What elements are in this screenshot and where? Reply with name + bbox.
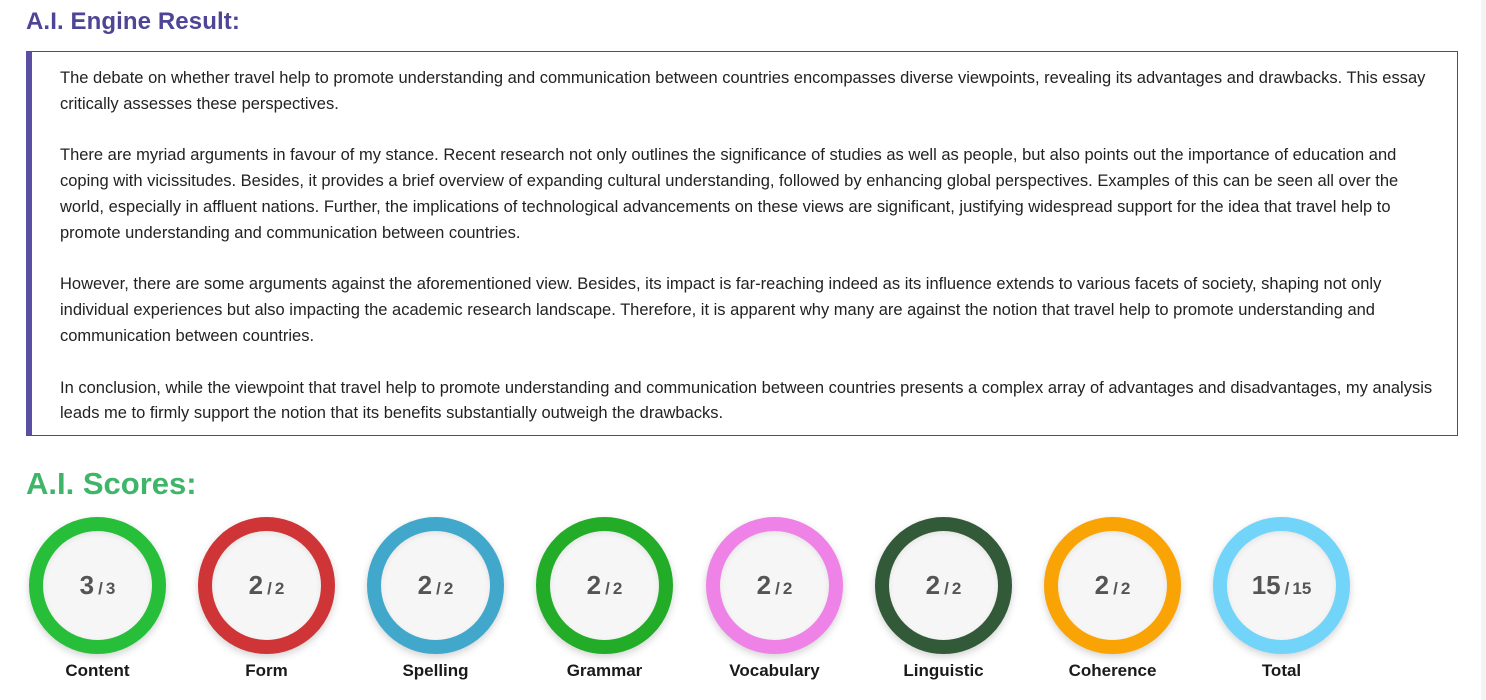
score-max: 3 [105, 578, 116, 598]
score-max: 2 [951, 578, 962, 598]
score-max: 2 [612, 578, 623, 598]
score-label: Vocabulary [729, 661, 820, 680]
score-separator: / [436, 578, 441, 598]
essay-paragraph: There are myriad arguments in favour of … [60, 146, 1399, 242]
score-label: Total [1261, 661, 1302, 680]
essay-paragraph: The debate on whether travel help to pro… [60, 69, 1426, 113]
score-separator: / [267, 578, 272, 598]
score-coherence: 2 / 2 Coherence [1044, 516, 1181, 691]
score-value: 2 / 2 [720, 531, 829, 640]
essay-paragraph: However, there are some arguments agains… [60, 275, 1382, 345]
essay-text: The debate on whether travel help to pro… [32, 52, 1457, 427]
score-ring: 2 / 2 [198, 517, 335, 654]
score-label: Grammar [566, 661, 643, 680]
score-label: Spelling [402, 661, 469, 680]
score-number: 15 [1251, 570, 1281, 600]
score-separator: / [98, 578, 103, 598]
score-number: 2 [417, 570, 433, 600]
score-max: 15 [1292, 578, 1312, 598]
score-number: 2 [586, 570, 602, 600]
score-label: Coherence [1068, 661, 1157, 680]
score-ring: 2 / 2 [706, 517, 843, 654]
score-number: 3 [79, 570, 95, 600]
score-value: 2 / 2 [1058, 531, 1167, 640]
score-max: 2 [782, 578, 793, 598]
score-grammar: 2 / 2 Grammar [536, 516, 673, 691]
scores-row: 3 / 3 Content 2 / 2 Form 2 / [29, 516, 1429, 696]
score-max: 2 [443, 578, 454, 598]
score-ring: 2 / 2 [367, 517, 504, 654]
essay-paragraph: In conclusion, while the viewpoint that … [60, 378, 1433, 423]
score-separator: / [1284, 578, 1290, 598]
score-linguistic: 2 / 2 Linguistic [875, 516, 1012, 691]
score-vocabulary: 2 / 2 Vocabulary [706, 516, 843, 691]
score-separator: / [605, 578, 610, 598]
score-ring: 3 / 3 [29, 517, 166, 654]
score-value: 2 / 2 [550, 531, 659, 640]
score-value: 3 / 3 [43, 531, 152, 640]
score-number: 2 [248, 570, 264, 600]
score-value: 2 / 2 [212, 531, 321, 640]
score-value: 2 / 2 [381, 531, 490, 640]
score-number: 2 [756, 570, 772, 600]
score-number: 2 [1094, 570, 1110, 600]
score-form: 2 / 2 Form [198, 516, 335, 691]
score-ring: 2 / 2 [875, 517, 1012, 654]
score-spelling: 2 / 2 Spelling [367, 516, 504, 691]
score-value: 15 / 15 [1227, 531, 1336, 640]
score-number: 2 [925, 570, 941, 600]
score-label: Content [65, 661, 130, 680]
score-separator: / [775, 578, 780, 598]
essay-box: The debate on whether travel help to pro… [26, 51, 1458, 436]
score-label: Form [245, 661, 288, 680]
score-label: Linguistic [903, 661, 984, 680]
score-max: 2 [274, 578, 285, 598]
engine-result-heading: A.I. Engine Result: [26, 8, 240, 35]
score-ring: 2 / 2 [536, 517, 673, 654]
score-ring: 15 / 15 [1213, 517, 1350, 654]
score-ring: 2 / 2 [1044, 517, 1181, 654]
score-value: 2 / 2 [889, 531, 998, 640]
score-separator: / [1113, 578, 1118, 598]
score-content: 3 / 3 Content [29, 516, 166, 691]
score-separator: / [944, 578, 949, 598]
score-max: 2 [1120, 578, 1131, 598]
score-total: 15 / 15 Total [1213, 516, 1350, 691]
scores-heading: A.I. Scores: [26, 466, 197, 501]
